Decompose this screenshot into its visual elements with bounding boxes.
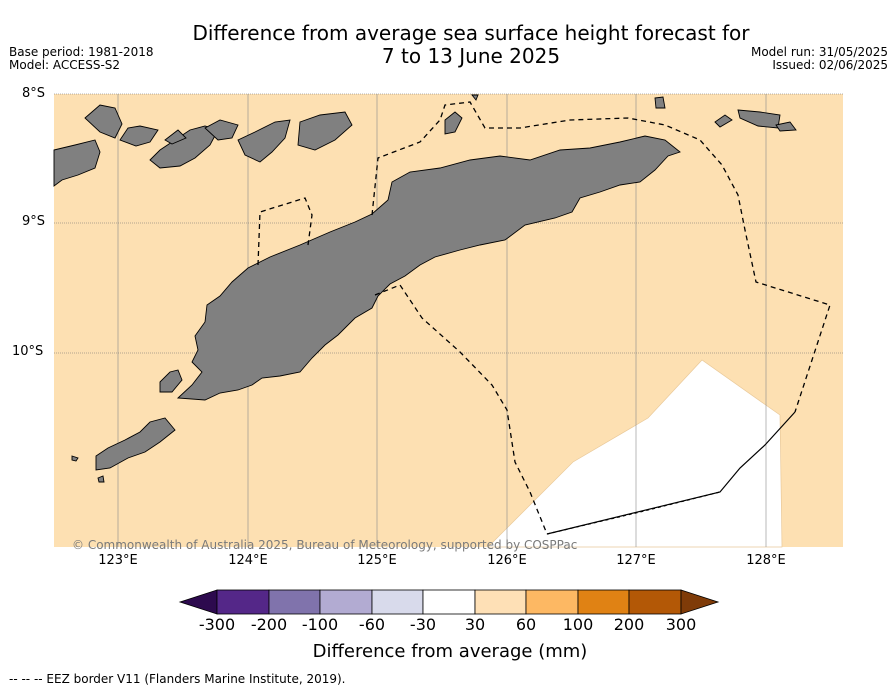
babar-east: [775, 121, 797, 132]
colorbar-tick: -300: [198, 615, 236, 634]
flores-island: [53, 139, 101, 187]
colorbar-bin: [319, 589, 373, 615]
neutral-anomaly-region: [487, 359, 783, 548]
solor-island: [84, 104, 123, 139]
colorbar-bin: [525, 589, 579, 615]
lat-label-10s: 10°S: [12, 344, 44, 359]
map-title-line2: 7 to 13 June 2025: [381, 44, 561, 68]
colorbar-tick: -60: [358, 615, 386, 634]
colorbar-bin: [268, 589, 321, 615]
colorbar-title: Difference from average (mm): [312, 641, 588, 662]
lon-label-125e: 125°E: [357, 553, 397, 568]
lon-label-124e: 124°E: [228, 553, 268, 568]
lon-label-128e: 128°E: [746, 553, 786, 568]
issued-text: Issued: 02/06/2025: [772, 58, 888, 72]
leti-island: [471, 94, 479, 101]
colorbar-bin: [216, 589, 270, 615]
lat-label-8s: 8°S: [22, 86, 46, 101]
colorbar-tick: 100: [562, 615, 594, 634]
colorbar-tick: 30: [464, 615, 486, 634]
small-islet: [97, 475, 105, 483]
lembata-island: [119, 125, 159, 147]
colorbar-tick: 60: [515, 615, 537, 634]
timor-island: [176, 135, 681, 401]
wetar-island: [204, 119, 239, 141]
wetar-west: [164, 129, 187, 145]
colorbar-tick: -100: [301, 615, 339, 634]
sumba-fragment: [95, 417, 176, 471]
lon-label-127e: 127°E: [616, 553, 656, 568]
atauro-island: [237, 119, 291, 163]
model-run-text: Model run: 31/05/2025: [750, 45, 888, 59]
lon-label-126e: 126°E: [487, 553, 527, 568]
moa-island: [654, 96, 666, 109]
sermata-island: [714, 114, 733, 128]
colorbar-tick: 300: [665, 615, 697, 634]
copyright-notice: © Commonwealth of Australia 2025, Bureau…: [72, 538, 578, 552]
map-title-line1: Difference from average sea surface heig…: [192, 21, 750, 45]
kisar-island: [297, 111, 353, 151]
romang-island: [444, 111, 463, 135]
eez-legend-note: -- -- -- EEZ border V11 (Flanders Marine…: [9, 672, 346, 686]
colorbar-bin: [422, 589, 476, 615]
colorbar-tick: -30: [409, 615, 437, 634]
lat-label-9s: 9°S: [22, 214, 46, 229]
colorbar-tick: -200: [250, 615, 288, 634]
colorbar-tick: 200: [613, 615, 645, 634]
colorbar-bin: [628, 589, 682, 615]
colorbar-under-arrow: [178, 589, 218, 615]
model-text: Model: ACCESS-S2: [9, 58, 121, 72]
land-masses: [53, 94, 797, 483]
base-period-text: Base period: 1981-2018: [9, 45, 154, 59]
lon-label-123e: 123°E: [98, 553, 138, 568]
colorbar-bin: [474, 589, 527, 615]
small-islet-2: [71, 455, 79, 462]
pantar-island: [159, 369, 183, 393]
colorbar-over-arrow: [680, 589, 720, 615]
eez-border: [257, 101, 831, 535]
colorbar-bin: [577, 589, 630, 615]
colorbar-bin: [371, 589, 424, 615]
